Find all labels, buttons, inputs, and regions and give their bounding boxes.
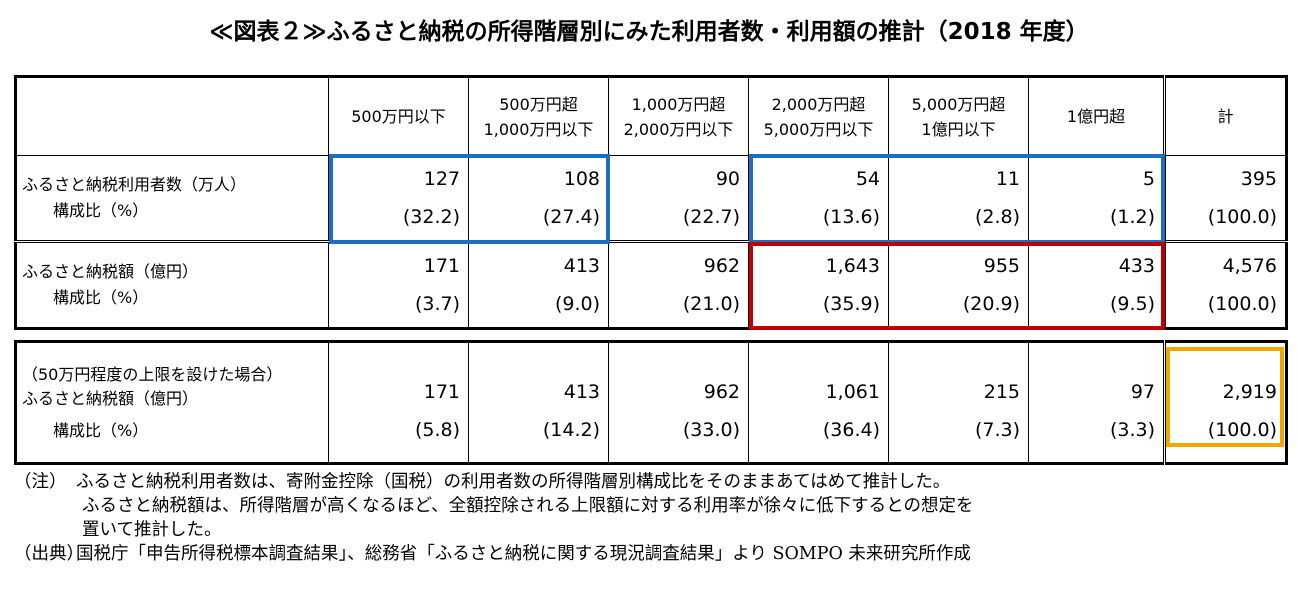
capped-sub-label: 構成比（%）: [53, 420, 149, 440]
table-cell: 962 (33.0): [608, 341, 749, 464]
table-cell: 1,061 (36.4): [748, 341, 889, 464]
users-row: ふるさと納税利用者数（万人） 構成比（%） 127 (32.2) 108 (27.4…: [15, 155, 1287, 242]
estimate-table: 500万円以下 500万円超 1,000万円以下 1,000万円超 2,000万円以…: [14, 75, 1288, 330]
table-cell: 955 (20.9): [888, 240, 1029, 329]
users-sub-label: 構成比（%）: [53, 201, 149, 220]
source-tag: （出典）: [14, 544, 84, 564]
table-cell: 171 (3.7): [328, 240, 469, 329]
header-col-3: 1,000万円超 2,000万円以下: [608, 76, 749, 156]
note-line-3: 置いて推計した。: [82, 520, 222, 540]
table-cell: 108 (27.4): [468, 155, 609, 242]
table-cell-total: 395 (100.0): [1164, 155, 1287, 242]
header-col-4: 2,000万円超 5,000万円以下: [748, 76, 889, 156]
table-cell: 215 (7.3): [888, 341, 1029, 464]
table-cell: 433 (9.5): [1028, 240, 1166, 329]
amount-row: ふるさと納税額（億円） 構成比（%） 171 (3.7) 413 (9.0) 962…: [15, 240, 1287, 329]
header-col-5: 5,000万円超 1億円以下: [888, 76, 1029, 156]
table-cell: 97 (3.3): [1028, 341, 1166, 464]
table-cell: 5 (1.2): [1028, 155, 1166, 242]
header-col-6: 1億円超: [1028, 76, 1166, 156]
source-text: 国税庁「申告所得税標本調査結果」、総務省「ふるさと納税に関する現況調査結果」より…: [76, 544, 971, 564]
table-cell: 54 (13.6): [748, 155, 889, 242]
table-cell: 413 (9.0): [468, 240, 609, 329]
notes: （注） ふるさと納税利用者数は、寄附金控除（国税）の利用者数の所得階層別構成比を…: [14, 470, 1294, 566]
note-line-2: ふるさと納税額は、所得階層が高くなるほど、全額控除される上限額に対する利用率が徐…: [82, 496, 974, 516]
note-tag: （注）: [14, 472, 67, 492]
table-cell-total: 2,919 (100.0): [1164, 341, 1287, 464]
table-cell: 962 (21.0): [608, 240, 749, 329]
page-title: ≪図表２≫ふるさと納税の所得階層別にみた利用者数・利用額の推計（2018 年度）: [209, 19, 1089, 45]
table-cell: 90 (22.7): [608, 155, 749, 242]
note-line-1: ふるさと納税利用者数は、寄附金控除（国税）の利用者数の所得階層別構成比をそのまま…: [76, 472, 951, 492]
table-cell: 11 (2.8): [888, 155, 1029, 242]
users-label: ふるさと納税利用者数（万人）: [22, 175, 247, 194]
capped-label: ふるさと納税額（億円）: [22, 388, 199, 408]
table-cell: 171 (5.8): [328, 341, 469, 464]
header-corner: [15, 76, 329, 156]
header-row: 500万円以下 500万円超 1,000万円以下 1,000万円超 2,000万円以…: [15, 76, 1287, 156]
table-cell: 413 (14.2): [468, 341, 609, 464]
capped-row: （50万円程度の上限を設けた場合） ふるさと納税額（億円） 構成比（%） 171…: [15, 341, 1287, 464]
capped-note-label: （50万円程度の上限を設けた場合）: [22, 364, 283, 384]
amount-label: ふるさと納税額（億円）: [22, 262, 199, 281]
header-col-2: 500万円超 1,000万円以下: [468, 76, 609, 156]
header-col-1: 500万円以下: [328, 76, 469, 156]
table-cell: 127 (32.2): [328, 155, 469, 242]
header-col-total: 計: [1164, 76, 1287, 156]
table-cell: 1,643 (35.9): [748, 240, 889, 329]
capped-estimate-table: （50万円程度の上限を設けた場合） ふるさと納税額（億円） 構成比（%） 171…: [14, 340, 1288, 465]
table-cell-total: 4,576 (100.0): [1164, 240, 1287, 329]
amount-sub-label: 構成比（%）: [53, 288, 149, 307]
